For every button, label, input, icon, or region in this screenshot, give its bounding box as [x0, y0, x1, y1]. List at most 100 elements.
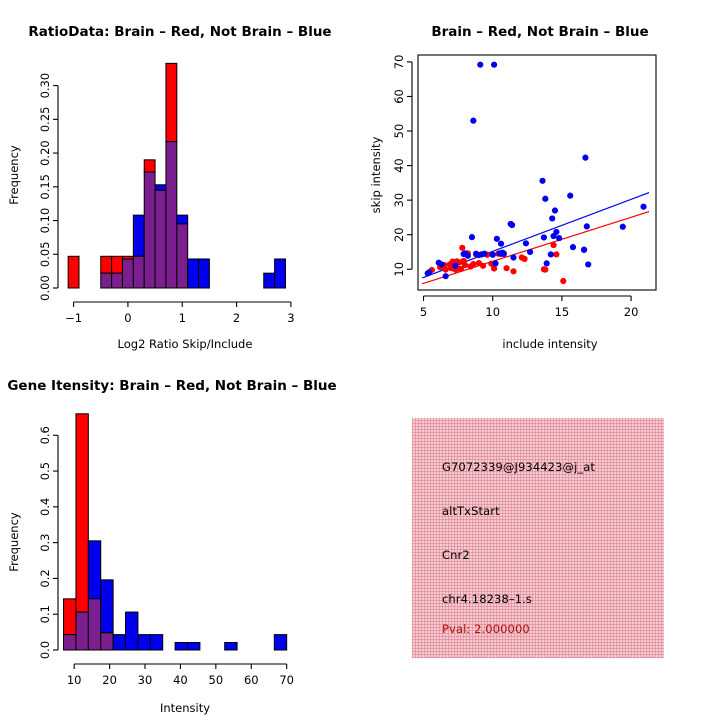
scatter-point — [549, 215, 556, 222]
y-axis-tick-label: 0.05 — [38, 241, 52, 267]
x-axis-tick-label: 20 — [102, 673, 117, 687]
scatter-point — [585, 261, 592, 268]
y-axis-tick-label: 0.5 — [38, 462, 52, 480]
histogram-bar-overlap — [87, 598, 102, 651]
histogram-bar — [154, 184, 167, 191]
scatter-point — [551, 207, 559, 214]
y-axis-tick-label: 0.15 — [38, 174, 52, 200]
scatter-point — [619, 223, 626, 230]
scatter-point — [582, 154, 589, 161]
scatter-point — [464, 252, 471, 259]
scatter-point — [481, 250, 488, 257]
histogram-bar — [132, 214, 145, 257]
scatter-point — [470, 117, 477, 124]
scatter-point — [491, 265, 498, 272]
intensity-scatter-plot-area: 5 10 15 20 10 20 30 40 50 60 70 — [392, 54, 657, 319]
x-axis-tick-label: 1 — [179, 311, 186, 325]
scatter-point — [553, 251, 560, 258]
ratio-histogram-ylabel: Frequency — [7, 145, 21, 205]
y-axis-tick-label: 40 — [392, 158, 406, 173]
y-axis-tick-label: 30 — [392, 193, 406, 208]
x-axis-tick-label: 15 — [555, 305, 570, 319]
scatter-point — [459, 244, 466, 251]
scatter-point — [438, 261, 445, 268]
gene-symbol-text: Cnr2 — [442, 548, 470, 562]
y-axis-tick-label: 20 — [392, 227, 406, 242]
probe-id-text: G7072339@J934423@j_at — [442, 460, 596, 474]
intensity-scatter-title: Brain – Red, Not Brain – Blue — [431, 24, 648, 40]
histogram-bar — [187, 641, 201, 651]
histogram-bar-overlap — [100, 632, 114, 651]
annotation-infobox: G7072339@J934423@j_at altTxStart Cnr2 ch… — [412, 418, 664, 658]
panel-annotation-info: G7072339@J934423@j_at altTxStart Cnr2 ch… — [360, 360, 720, 720]
scatter-point — [497, 240, 505, 247]
scatter-fit-line — [421, 210, 650, 285]
coordinate-text: chr4.18238–1.s — [442, 592, 533, 606]
histogram-bar — [87, 540, 102, 600]
scatter-point — [442, 266, 449, 273]
histogram-bar — [273, 634, 288, 651]
y-axis-tick-label: 0.4 — [38, 498, 52, 516]
scatter-point — [567, 192, 574, 199]
scatter-point — [493, 235, 500, 242]
histogram-bar-overlap — [154, 189, 167, 289]
histogram-bar — [100, 255, 113, 274]
histogram-bar-overlap — [121, 258, 134, 289]
x-axis-tick-label: 40 — [173, 673, 188, 687]
histogram-bar-overlap — [176, 223, 189, 289]
histogram-bar-overlap — [111, 272, 123, 289]
scatter-point — [543, 260, 550, 267]
scatter-point — [508, 221, 516, 229]
event-type-text: altTxStart — [442, 504, 500, 518]
scatter-point — [542, 266, 549, 273]
y-axis-tick-label: 50 — [392, 124, 406, 139]
x-axis-tick-label: 30 — [138, 673, 153, 687]
scatter-plot-frame — [417, 54, 657, 291]
histogram-bar — [165, 62, 178, 143]
histogram-bar — [149, 634, 164, 651]
scatter-point — [583, 223, 590, 230]
histogram-bar — [112, 634, 127, 651]
histogram-bar — [75, 413, 89, 613]
y-axis-tick-label: 0.00 — [38, 275, 52, 301]
gene-intensity-histogram-ylabel: Frequency — [7, 512, 21, 572]
y-axis-tick-label: 10 — [392, 262, 406, 277]
scatter-point — [560, 277, 567, 285]
histogram-bar-overlap — [143, 171, 156, 289]
scatter-point — [442, 273, 449, 280]
gene-intensity-histogram-title: Gene Itensity: Brain – Red, Not Brain – … — [7, 378, 336, 394]
y-axis-tick-label: 0.0 — [38, 641, 52, 659]
ratio-histogram-svg: RatioData: Brain – Red, Not Brain – Blue… — [7, 24, 332, 351]
x-axis-tick-label: 50 — [209, 673, 224, 687]
scatter-point — [550, 241, 557, 249]
scatter-point — [457, 265, 464, 273]
intensity-scatter-xlabel: include intensity — [502, 337, 597, 351]
scatter-point — [452, 262, 459, 269]
ratio-histogram-plot-area: 0.00 0.05 0.10 0.15 0.20 0.25 0.30 −1 0 1 2 3 — [38, 62, 295, 325]
gene-intensity-histogram-svg: Gene Itensity: Brain – Red, Not Brain – … — [7, 378, 337, 715]
y-axis-tick-label: 0.20 — [38, 140, 52, 166]
scatter-point — [542, 195, 549, 202]
scatter-point — [640, 203, 647, 210]
histogram-bar — [198, 258, 210, 289]
scatter-point — [425, 269, 433, 276]
histogram-bar-overlap — [100, 272, 113, 289]
x-axis-tick-label: 5 — [420, 305, 427, 319]
infobox-hatch-pattern — [412, 418, 664, 658]
histogram-bar — [111, 255, 123, 274]
histogram-bar — [63, 598, 77, 636]
x-axis-tick-label: 70 — [279, 673, 294, 687]
scatter-point — [580, 246, 588, 254]
scatter-point — [510, 254, 517, 261]
y-axis-tick-label: 0.25 — [38, 107, 52, 133]
y-axis-tick-label: 70 — [392, 55, 406, 70]
scatter-point — [479, 262, 487, 269]
histogram-bar — [67, 255, 80, 289]
gene-intensity-histogram-xlabel: Intensity — [160, 701, 210, 715]
gene-intensity-histogram-plot-area: 0.0 0.1 0.2 0.3 0.4 0.5 0.6 10 20 30 40 50 60 70 — [38, 413, 294, 687]
scatter-point — [553, 228, 560, 236]
scatter-point — [468, 234, 476, 241]
scatter-point — [540, 234, 548, 241]
pval-text: Pval: 2.000000 — [442, 622, 530, 636]
